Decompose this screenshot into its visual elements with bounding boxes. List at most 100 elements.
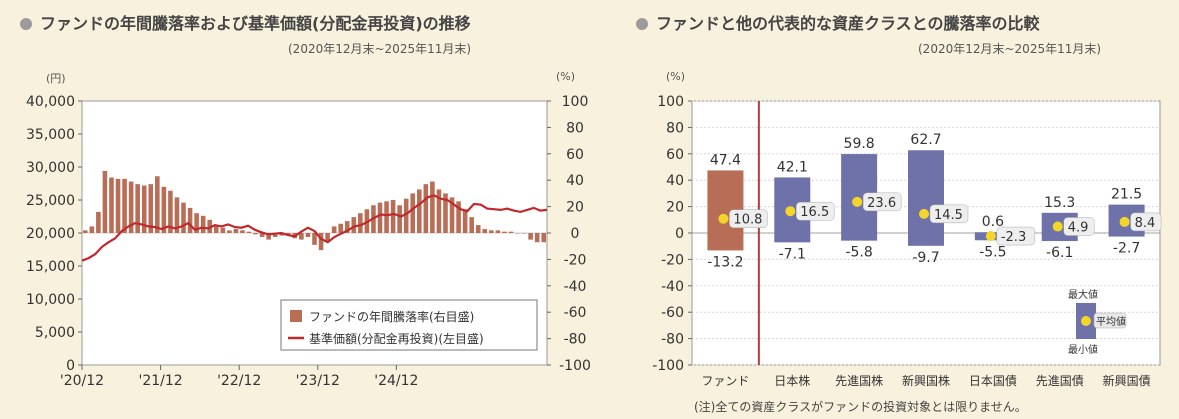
right-y-tick-label: -60: [564, 305, 587, 321]
bullet-dot-icon: [636, 18, 648, 30]
avg-label-bg: [929, 204, 969, 224]
return-bar: [115, 178, 121, 233]
max-label: 0.6: [982, 214, 1004, 230]
legend-avg-marker: [1081, 316, 1091, 326]
return-bar: [541, 233, 547, 243]
bullet-dot-icon: [20, 18, 32, 30]
left-y-tick-label: 35,000: [26, 127, 75, 143]
left-chart-title-text: ファンドの年間騰落率および基準価額(分配金再投資)の推移: [40, 14, 471, 33]
legend-max-label: 最大値: [1068, 288, 1098, 301]
left-legend: ファンドの年間騰落率(右目盛) 基準価額(分配金再投資)(左目盛): [280, 299, 538, 351]
right-y-tick-label: 40: [566, 173, 584, 189]
left-y-tick-label: 0: [66, 358, 75, 374]
x-tick-label: '21/12: [138, 373, 182, 389]
right-chart-title-text: ファンドと他の代表的な資産クラスとの騰落率の比較: [656, 14, 1040, 33]
return-bar: [82, 230, 88, 233]
category-label: 日本国債: [969, 373, 1017, 388]
x-tick-label: '24/12: [374, 373, 418, 389]
max-label: 15.3: [1044, 195, 1075, 211]
return-bar: [240, 230, 245, 233]
return-bar: [502, 231, 507, 233]
right-legend: 最大値 平均値 最小値: [1068, 288, 1127, 356]
return-bar: [358, 213, 363, 233]
return-bar: [312, 233, 317, 245]
avg-marker: [785, 206, 796, 217]
left-chart-title: ファンドの年間騰落率および基準価額(分配金再投資)の推移: [20, 10, 471, 34]
return-bar: [508, 231, 514, 233]
return-bar: [161, 186, 167, 233]
avg-label-bg: [1063, 217, 1095, 236]
return-bar: [456, 201, 461, 233]
right-y-unit: (%): [556, 70, 576, 83]
return-bar: [207, 219, 213, 233]
return-bar: [482, 229, 488, 233]
y-tick-label: 80: [666, 120, 684, 136]
right-y-tick-label: 60: [566, 147, 584, 163]
category-label: ファンド: [701, 374, 749, 388]
left-y-tick-label: 40,000: [26, 94, 75, 110]
return-bar: [128, 181, 134, 233]
category-label: 先進国株: [835, 373, 883, 388]
return-bar: [305, 233, 311, 237]
return-bar: [213, 225, 219, 233]
y-tick-label: 0: [675, 226, 684, 242]
return-bar: [469, 217, 474, 233]
right-chart-unit: (%): [666, 70, 686, 83]
asset-range-bar: [908, 150, 944, 246]
legend-avg-label: 平均値: [1096, 315, 1126, 328]
return-bar: [174, 197, 180, 233]
avg-label: 10.8: [733, 213, 762, 228]
return-bar: [272, 233, 278, 237]
return-bar: [449, 197, 455, 233]
return-bar: [155, 176, 160, 233]
min-label: -13.2: [707, 254, 743, 270]
return-bar: [475, 225, 481, 233]
legend-line-label: 基準価額(分配金再投資)(左目盛): [309, 331, 484, 346]
left-y-tick-label: 15,000: [26, 259, 75, 275]
return-bar: [534, 233, 540, 243]
y-tick-label: 60: [666, 147, 684, 163]
x-tick-label: '23/12: [296, 373, 340, 389]
avg-label-bg: [729, 209, 768, 228]
y-tick-label: -60: [661, 305, 684, 321]
category-label: 新興国債: [1103, 373, 1151, 388]
avg-marker: [852, 196, 863, 207]
min-label: -6.1: [1046, 245, 1073, 261]
right-y-tick-label: -100: [559, 358, 591, 374]
return-bar: [462, 209, 468, 233]
return-bar: [489, 230, 494, 233]
return-bar: [194, 213, 199, 233]
avg-marker: [919, 208, 929, 219]
return-bar: [397, 205, 402, 233]
right-y-tick-label: 100: [562, 94, 589, 110]
return-bar: [384, 201, 389, 233]
nav-line: [81, 194, 548, 262]
return-bar: [495, 230, 501, 233]
return-bar: [286, 233, 291, 235]
max-label: 42.1: [777, 159, 808, 175]
return-bar: [416, 189, 422, 233]
left-y-tick-label: 20,000: [26, 226, 75, 242]
max-label: 62.7: [910, 132, 941, 148]
avg-label: -2.3: [1001, 230, 1026, 245]
right-y-tick-label: -80: [564, 332, 587, 348]
return-bar: [266, 233, 271, 240]
return-bar: [377, 202, 383, 233]
legend-min-label: 最小値: [1068, 343, 1098, 356]
left-y-unit: (円): [46, 72, 66, 85]
avg-label: 23.6: [867, 196, 896, 211]
category-label: 先進国債: [1036, 373, 1084, 388]
return-bar: [515, 233, 520, 234]
return-bar: [344, 221, 350, 233]
return-bar: [279, 233, 285, 236]
right-chart-period: (2020年12月末~2025年11月末): [918, 42, 1102, 56]
max-label: 59.8: [844, 136, 875, 152]
y-tick-label: 20: [666, 200, 684, 216]
return-bar: [436, 189, 442, 233]
return-bar: [148, 184, 154, 233]
return-bar: [528, 233, 533, 240]
max-label: 47.4: [710, 152, 741, 168]
return-bar: [253, 233, 258, 235]
y-tick-label: 100: [657, 94, 684, 110]
